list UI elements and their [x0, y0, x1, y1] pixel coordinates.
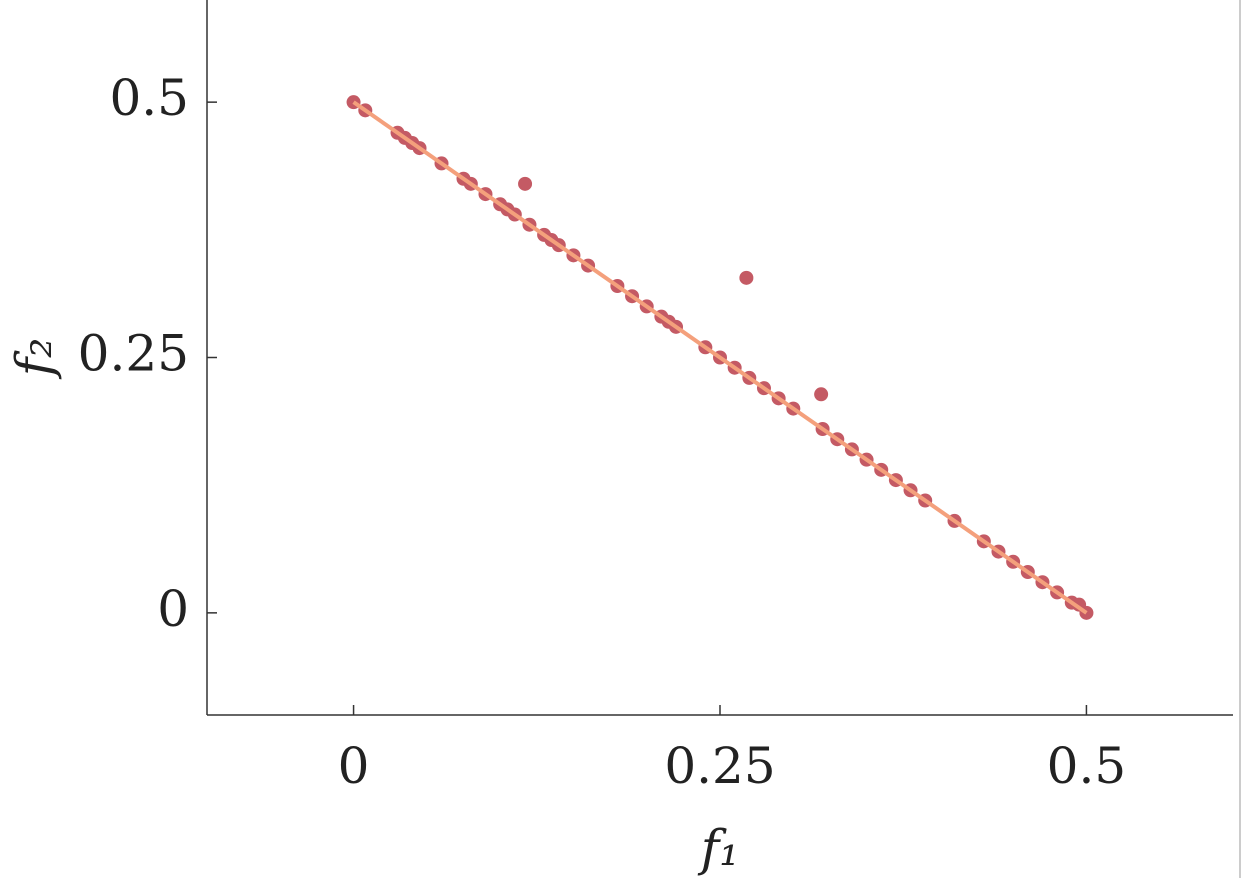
point	[518, 176, 533, 191]
y-tick-label: 0.5	[109, 69, 189, 127]
x-axis-label: f₁	[697, 819, 740, 877]
point	[814, 387, 829, 402]
y-tick-label: 0	[157, 580, 189, 638]
x-tick-label: 0.5	[1047, 737, 1127, 795]
point	[739, 270, 754, 285]
y-tick-label: 0.25	[78, 325, 189, 383]
x-tick-label: 0.25	[664, 737, 775, 795]
y-axis-label: f₂	[5, 338, 63, 381]
x-tick-label: 0	[338, 737, 370, 795]
line	[352, 100, 1088, 615]
